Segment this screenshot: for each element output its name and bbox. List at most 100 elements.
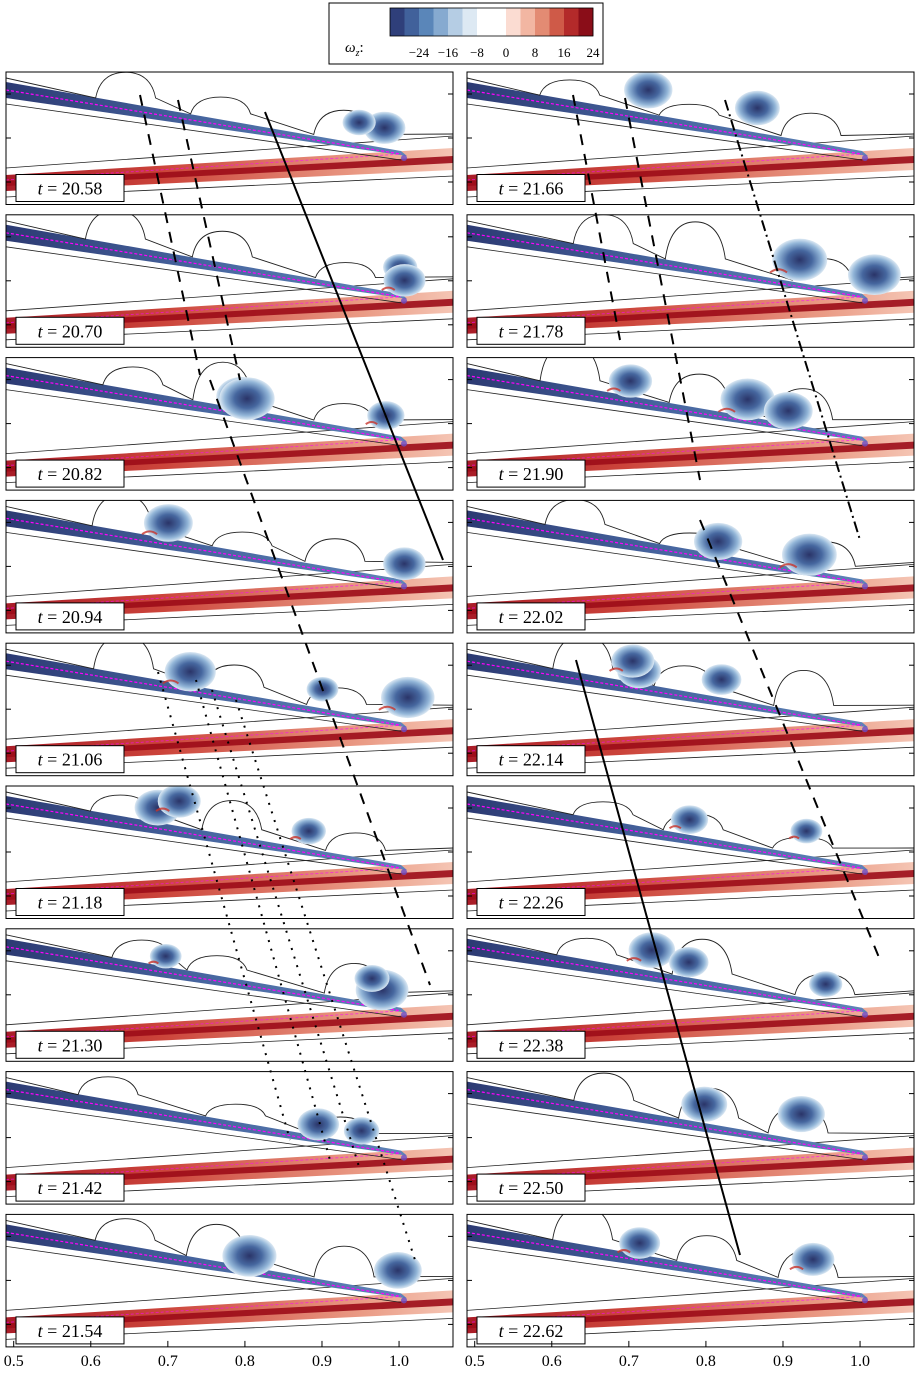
vortex xyxy=(809,971,842,997)
colorbar-tick-label: 8 xyxy=(532,45,539,60)
time-label: t = 22.26 xyxy=(499,893,564,913)
vortex xyxy=(158,785,201,818)
colorbar-swatch xyxy=(477,8,492,36)
vortex xyxy=(735,91,780,126)
vortex xyxy=(792,1243,835,1276)
vortex xyxy=(292,818,326,845)
x-tick-label: 0.9 xyxy=(312,1353,332,1370)
snapshot-panel: t = 21.06 xyxy=(6,635,453,775)
x-tick-label: 0.7 xyxy=(158,1353,178,1370)
vortex xyxy=(343,110,376,136)
snapshot-panel: t = 22.26 xyxy=(467,786,914,919)
snapshot-panel: t = 20.58 xyxy=(6,72,453,205)
colorbar-tick-label: −16 xyxy=(438,45,459,60)
vortex xyxy=(669,947,709,977)
snapshot-panel: t = 21.66 xyxy=(467,71,914,204)
x-tick-label: 0.9 xyxy=(773,1353,793,1370)
vortex xyxy=(609,364,652,397)
x-tick-label: 0.5 xyxy=(465,1353,485,1370)
vortex xyxy=(144,504,193,542)
time-label: t = 22.14 xyxy=(499,750,564,770)
colorbar-swatch xyxy=(535,8,550,36)
x-tick-label: 0.6 xyxy=(81,1353,101,1370)
vortex xyxy=(150,944,182,968)
colorbar-swatch xyxy=(419,8,434,36)
snapshot-panel: t = 22.38 xyxy=(467,929,914,1062)
colorbar-swatch xyxy=(448,8,463,36)
colorbar-swatch xyxy=(521,8,536,36)
colorbar-tick-label: 24 xyxy=(587,45,601,60)
snapshot-panel: t = 22.02 xyxy=(467,500,914,633)
snapshot-panel: t = 20.94 xyxy=(6,495,453,633)
x-tick-label: 1.0 xyxy=(389,1353,409,1370)
time-label: t = 20.70 xyxy=(38,321,103,341)
colorbar-swatch xyxy=(390,8,405,36)
time-label: t = 22.02 xyxy=(499,607,564,627)
x-tick-label: 0.6 xyxy=(542,1353,562,1370)
colorbar-swatch xyxy=(550,8,565,36)
x-tick-label: 0.8 xyxy=(235,1353,255,1370)
x-tick-label: 0.5 xyxy=(4,1353,24,1370)
colorbar-swatches xyxy=(390,8,593,36)
time-label: t = 21.06 xyxy=(38,750,103,770)
vortex xyxy=(694,523,742,560)
vortex xyxy=(297,1108,339,1140)
time-label: t = 22.38 xyxy=(499,1035,564,1055)
vortex xyxy=(619,1227,660,1259)
time-label: t = 22.62 xyxy=(499,1321,564,1341)
time-label: t = 20.58 xyxy=(38,179,103,199)
vortex xyxy=(383,264,425,296)
snapshot-panel: t = 20.82 xyxy=(6,358,453,491)
vortex xyxy=(219,377,274,420)
snapshot-panel: t = 21.90 xyxy=(467,344,914,491)
snapshot-panel: t = 20.70 xyxy=(6,210,453,347)
vortex xyxy=(344,1117,379,1144)
vortex xyxy=(165,652,216,691)
time-label: t = 22.50 xyxy=(499,1178,564,1198)
colorbar-tick-label: −8 xyxy=(470,45,484,60)
vortex xyxy=(354,965,389,992)
vortex xyxy=(381,677,435,718)
time-label: t = 21.90 xyxy=(499,464,564,484)
time-label: t = 21.42 xyxy=(38,1178,103,1198)
vortex xyxy=(681,1087,727,1122)
x-tick-label: 0.7 xyxy=(619,1353,639,1370)
colorbar-swatch xyxy=(564,8,579,36)
x-tick-label: 1.0 xyxy=(850,1353,870,1370)
colorbar-tick-label: −24 xyxy=(409,45,430,60)
vortex xyxy=(848,254,901,295)
colorbar-swatch xyxy=(579,8,594,36)
colorbar-swatch xyxy=(463,8,478,36)
time-label: t = 21.18 xyxy=(38,893,103,913)
vortex xyxy=(764,392,813,430)
vortex xyxy=(778,1096,825,1132)
vortex xyxy=(611,644,654,677)
time-label: t = 21.78 xyxy=(499,321,564,341)
snapshot-panel: t = 21.78 xyxy=(467,215,914,348)
snapshot-panel: t = 21.42 xyxy=(6,1072,453,1205)
time-label: t = 21.54 xyxy=(38,1321,103,1341)
time-label: t = 20.82 xyxy=(38,464,103,484)
vortex xyxy=(782,534,837,576)
colorbar-swatch xyxy=(492,8,507,36)
colorbar-swatch xyxy=(405,8,420,36)
snapshot-panel: t = 21.54 xyxy=(6,1214,453,1347)
vortex xyxy=(772,239,827,281)
colorbar-swatch xyxy=(434,8,449,36)
colorbar-tick-label: 0 xyxy=(503,45,510,60)
snapshot-panel: t = 22.14 xyxy=(467,635,914,775)
vortex xyxy=(624,71,672,108)
vortex xyxy=(671,805,708,834)
colorbar-tick-label: 16 xyxy=(558,45,572,60)
vortex xyxy=(790,819,822,844)
time-label: t = 21.66 xyxy=(499,179,564,199)
colorbar: ωz: −24 −16 −8 0 8 16 24 xyxy=(329,3,603,64)
time-label: t = 20.94 xyxy=(38,607,103,627)
vortex xyxy=(222,1235,276,1277)
snapshot-panel: t = 22.50 xyxy=(467,1072,914,1205)
snapshot-panel: t = 22.62 xyxy=(467,1207,914,1347)
colorbar-swatch xyxy=(506,8,521,36)
time-label: t = 21.30 xyxy=(38,1035,103,1055)
snapshot-panel: t = 21.30 xyxy=(6,929,453,1062)
